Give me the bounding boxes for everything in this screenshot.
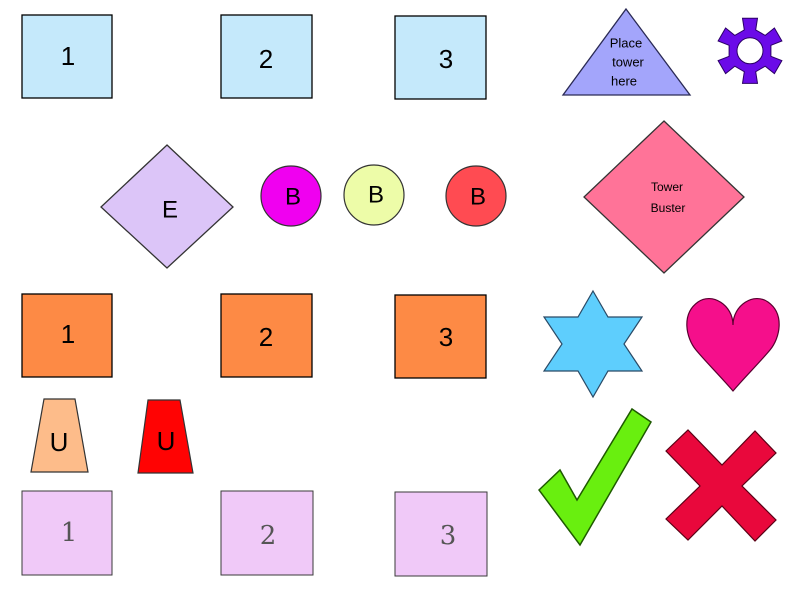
tower-button-purple-1[interactable]: 1 [21,490,113,576]
upgrade-label: U [50,427,69,457]
bullet-yellow[interactable]: B [343,164,405,226]
checkmark-icon [538,407,652,547]
place-tower-line3: here [611,74,637,89]
tower-button-blue-2[interactable]: 2 [220,14,313,99]
tower-buster-line1: Tower [651,180,683,194]
bullet-label: B [285,184,301,211]
enemy-label: E [162,197,178,224]
upgrade-button-red[interactable]: U [137,399,194,474]
gear-icon [717,17,783,84]
tower-button-label: 3 [439,322,453,352]
diamond-icon [583,120,745,274]
upgrade-label: U [157,426,176,456]
heart-button[interactable] [686,297,780,392]
place-tower-button[interactable]: Place tower here [561,7,692,96]
bullet-red[interactable]: B [445,165,507,227]
tower-button-label: 3 [439,44,453,74]
tower-button-label: 1 [61,518,78,548]
tower-button-label: 1 [61,319,75,349]
tower-button-blue-3[interactable]: 3 [394,15,487,100]
tower-button-orange-1[interactable]: 1 [21,293,113,378]
tower-button-label: 1 [61,41,75,71]
tower-button-purple-2[interactable]: 2 [220,490,314,576]
tower-buster-line2: Buster [651,201,686,215]
diamond-icon [100,144,234,269]
tower-button-label: 2 [259,322,273,352]
tower-button-orange-2[interactable]: 2 [220,293,313,378]
confirm-button[interactable] [538,407,652,547]
tower-button-label: 3 [440,521,457,551]
settings-button[interactable] [717,17,783,84]
tower-button-label: 2 [259,44,273,74]
place-tower-line2: tower [612,55,644,70]
tower-button-orange-3[interactable]: 3 [394,294,487,379]
enemy-diamond[interactable]: E [100,144,234,269]
bullet-label: B [470,184,486,211]
x-icon [665,429,777,542]
tower-buster-button[interactable]: Tower Buster [583,120,745,274]
bullet-magenta[interactable]: B [260,165,322,227]
tower-button-label: 2 [260,521,277,551]
heart-icon [686,297,780,392]
triangle-icon [561,7,692,96]
star-button[interactable] [542,289,644,399]
cancel-button[interactable] [665,429,777,542]
tower-button-purple-3[interactable]: 3 [394,491,488,577]
tower-button-blue-1[interactable]: 1 [21,14,113,99]
bullet-label: B [368,182,384,209]
upgrade-button-peach[interactable]: U [30,398,89,473]
star-icon [542,289,644,399]
place-tower-line1: Place [610,36,643,51]
